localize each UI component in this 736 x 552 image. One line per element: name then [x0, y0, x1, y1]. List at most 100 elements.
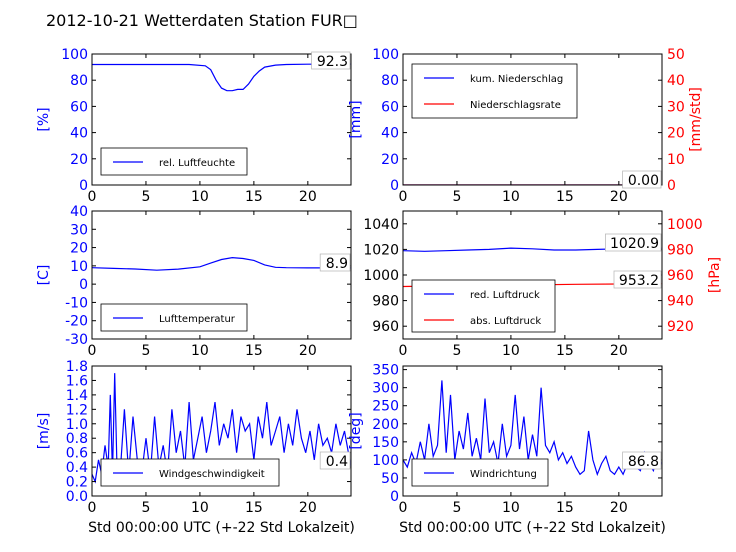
last-value-label: 8.9: [326, 256, 348, 272]
y-axis-label: [%]: [36, 107, 52, 131]
ytick-label: 100: [372, 453, 399, 469]
xtick-label: 0: [88, 343, 97, 359]
xtick-label: 5: [452, 500, 461, 516]
last-value-label: 0.00: [628, 173, 659, 189]
axes-frame-humidity: [91, 53, 352, 186]
xtick-label: 20: [610, 500, 628, 516]
last-value-box: [622, 451, 662, 470]
ytick-label: 80: [381, 73, 399, 89]
ytick-label: -30: [65, 332, 88, 348]
xtick-label: 0: [88, 189, 97, 205]
ytick-label: 300: [372, 381, 399, 397]
xtick-label: 20: [299, 189, 317, 205]
ytick-label: -10: [65, 295, 88, 311]
series-line-humidity-0: [92, 63, 351, 92]
y2tick-label: 0: [667, 178, 676, 194]
legend-entry: kum. Niederschlag: [470, 74, 563, 85]
ytick-label: 100: [61, 47, 88, 63]
last-value-box: [605, 233, 662, 252]
xtick-label: 5: [141, 189, 150, 205]
ytick-label: 0: [79, 277, 88, 293]
last-value-box: [311, 51, 351, 70]
legend-entry: abs. Luftdruck: [470, 316, 541, 327]
xtick-label: 15: [556, 500, 574, 516]
y2tick-label: 30: [667, 99, 685, 115]
xtick-label: 0: [399, 343, 408, 359]
xtick-label: 10: [191, 500, 209, 516]
x-axis-label: Std 00:00:00 UTC (+-22 Std Lokalzeit): [88, 520, 355, 536]
y2tick-label: 20: [667, 126, 685, 142]
legend-entry: red. Luftdruck: [470, 290, 540, 301]
ytick-label: 0.4: [66, 460, 88, 476]
ytick-label: 40: [70, 204, 88, 220]
ytick-label: 60: [70, 99, 88, 115]
last-value-label: 86.8: [628, 454, 659, 470]
panel-temperature: 0 5 10 15 20 -30 -20 -10 0 10 20 30 40 [C] Lufttempera…: [36, 204, 352, 359]
ytick-label: 0.2: [66, 475, 88, 491]
ytick-label: 1040: [363, 217, 399, 233]
xtick-label: 10: [502, 500, 520, 516]
panel-precipitation: 0 5 10 15 20 0 20 40 60 80 100 0 10 20 30 40 50 [mm/std] […: [348, 47, 704, 205]
ytick-label: 0: [390, 178, 399, 194]
ytick-label: 80: [70, 73, 88, 89]
ytick-label: 100: [372, 47, 399, 63]
legend-entry: Windrichtung: [470, 469, 537, 480]
ytick-label: 40: [70, 126, 88, 142]
xtick-label: 15: [245, 189, 263, 205]
y2tick-label: 960: [667, 268, 694, 284]
ytick-label: 50: [381, 471, 399, 487]
xtick-label: 15: [556, 343, 574, 359]
panel-pressure: 0 5 10 15 20 960 980 1000 1020 1040 920 940 960 980 10…: [363, 210, 723, 359]
panel-humidity: 0 5 10 15 20 0 20 40 60 80 100 [%] rel. Luftfeuchte 9…: [36, 47, 352, 205]
y2tick-label: 10: [667, 152, 685, 168]
y-axis-label: [mm]: [348, 100, 364, 138]
y2tick-label: 940: [667, 294, 694, 310]
axes-frame-temperature: [91, 210, 352, 340]
last-value-box: [622, 170, 662, 189]
ytick-label: 0.8: [66, 431, 88, 447]
ytick-label: 10: [70, 259, 88, 275]
y-axis-label: [C]: [36, 265, 52, 286]
ytick-label: 1.6: [66, 373, 88, 389]
last-value-box: [319, 253, 351, 272]
xtick-label: 15: [556, 189, 574, 205]
figure-title: 2012-10-21 Wetterdaten Station FUR□: [46, 11, 358, 30]
series-line-temperature-0: [92, 256, 351, 271]
ytick-label: 20: [381, 152, 399, 168]
y2tick-label: 40: [667, 73, 685, 89]
legend-box: [411, 63, 578, 119]
ytick-label: 0.0: [66, 489, 88, 505]
y2tick-label: 920: [667, 319, 694, 335]
last-value-box: [613, 270, 662, 289]
y2tick-label: 50: [667, 47, 685, 63]
legend-entry: Niederschlagsrate: [470, 100, 561, 111]
ytick-label: 980: [372, 294, 399, 310]
ytick-label: 200: [372, 417, 399, 433]
ytick-label: 960: [372, 319, 399, 335]
last-value-label: 92.3: [317, 54, 348, 70]
last-value-box: [319, 451, 351, 470]
ytick-label: 60: [381, 99, 399, 115]
panel-windspeed: 0 5 10 15 200.00.20.40.60.81.01.21.41.61.8[m…: [36, 359, 355, 536]
axes-frame-precipitation: [402, 53, 663, 186]
ytick-label: 20: [70, 152, 88, 168]
legend-entry: rel. Luftfeuchte: [159, 158, 235, 169]
ytick-label: 1000: [363, 268, 399, 284]
legend-entry: Lufttemperatur: [159, 314, 236, 325]
ytick-label: 350: [372, 363, 399, 379]
ytick-label: 250: [372, 399, 399, 415]
y-axis-label: [m/s]: [36, 413, 52, 450]
y-axis-label: [deg]: [348, 412, 364, 449]
ytick-label: 1.4: [66, 388, 88, 404]
y2-axis-label: [hPa]: [707, 257, 723, 293]
xtick-label: 5: [141, 500, 150, 516]
ytick-label: 1020: [363, 242, 399, 258]
ytick-label: 1.8: [66, 359, 88, 375]
legend-box: [411, 279, 556, 333]
xtick-label: 5: [141, 343, 150, 359]
legend-entry: Windgeschwindigkeit: [159, 469, 265, 480]
ytick-label: 0.6: [66, 446, 88, 462]
ytick-label: 20: [70, 241, 88, 257]
